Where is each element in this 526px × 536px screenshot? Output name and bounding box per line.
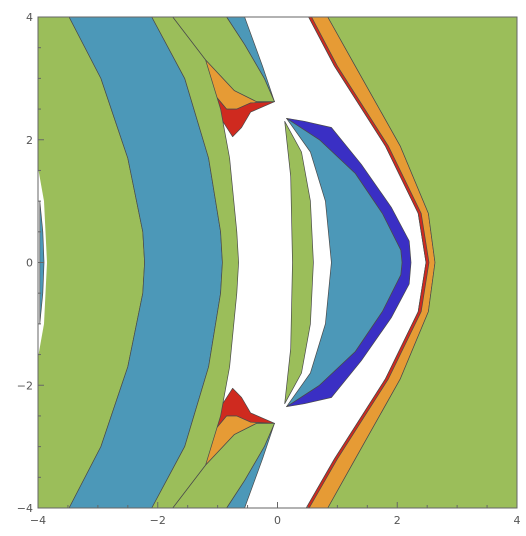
- y-tick-label: 2: [26, 134, 33, 147]
- y-tick-label: 4: [26, 11, 33, 24]
- region-left-green-band: [151, 16, 239, 509]
- x-tick-label: 4: [514, 514, 521, 527]
- region-lower-red-horn: [208, 387, 275, 438]
- y-tick-label: −4: [17, 502, 33, 515]
- region-layer: [37, 16, 518, 509]
- x-tick-label: 0: [274, 514, 281, 527]
- region-inner-blue-lens: [286, 117, 403, 408]
- y-tick-label: 0: [26, 257, 33, 270]
- region-upper-red-horn: [208, 87, 275, 138]
- x-tick-label: 2: [394, 514, 401, 527]
- x-tick-label: −2: [150, 514, 166, 527]
- region-inner-green-lens: [284, 120, 314, 405]
- y-tick-label: −2: [17, 379, 33, 392]
- x-tick-label: −4: [30, 514, 46, 527]
- tick-layer: −4 −2 0 2 4 4 2 0 −2 −4: [17, 11, 521, 527]
